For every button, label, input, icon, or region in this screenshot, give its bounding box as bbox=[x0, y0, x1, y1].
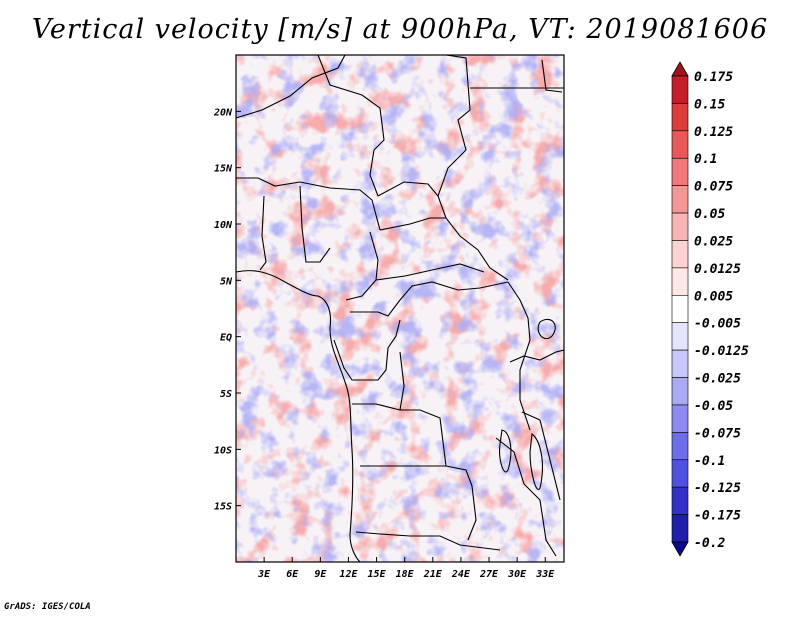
colorbar-label: -0.175 bbox=[694, 509, 741, 524]
colorbar-label: -0.05 bbox=[694, 399, 733, 414]
lon-tick-label: 3E bbox=[257, 569, 271, 580]
lat-tick-label: 20N bbox=[213, 107, 233, 118]
lat-tick-label: 5S bbox=[220, 389, 232, 400]
colorbar-swatch bbox=[671, 185, 689, 214]
lat-tick-label: 10S bbox=[214, 445, 232, 456]
lat-tick-label: EQ bbox=[220, 333, 232, 344]
colorbar-swatch bbox=[671, 404, 689, 433]
lat-tick-label: 15S bbox=[214, 502, 232, 513]
lat-axis-labels: 20N 15N 10N 5N EQ 5S 10S 15S bbox=[213, 107, 233, 512]
colorbar-label: -0.0125 bbox=[694, 344, 749, 359]
lat-tick-label: 15N bbox=[214, 164, 233, 175]
colorbar-max-triangle bbox=[671, 61, 689, 77]
colorbar-label: 0.1 bbox=[694, 152, 717, 167]
colorbar-swatch bbox=[671, 240, 689, 269]
colorbar-swatch bbox=[671, 377, 689, 406]
plot-frame bbox=[235, 54, 565, 563]
tick-marks bbox=[236, 110, 546, 562]
colorbar-label: 0.025 bbox=[694, 234, 733, 249]
colorbar-swatch bbox=[671, 459, 689, 488]
colorbar-min-triangle bbox=[671, 541, 689, 557]
colorbar-label: -0.005 bbox=[694, 317, 741, 332]
colorbar-label: -0.125 bbox=[694, 481, 741, 496]
lon-tick-label: 15E bbox=[368, 569, 387, 580]
credit-text: GrADS: IGES/COLA bbox=[4, 602, 91, 612]
lon-tick-label: 6E bbox=[286, 569, 299, 580]
colorbar-swatch bbox=[671, 349, 689, 378]
lon-tick-label: 30E bbox=[507, 569, 527, 580]
velocity-field bbox=[236, 55, 564, 562]
colorbar-label: -0.025 bbox=[694, 372, 741, 387]
colorbar-label: 0.05 bbox=[694, 207, 725, 222]
colorbar-label: -0.1 bbox=[694, 454, 725, 469]
lat-tick-label: 10N bbox=[214, 220, 233, 231]
colorbar-label: -0.075 bbox=[694, 426, 741, 441]
colorbar-swatch bbox=[671, 322, 689, 351]
lon-axis-labels: 3E 6E 9E 12E 15E 18E 21E 24E 27E 30E 33E bbox=[257, 569, 555, 580]
lon-tick-label: 21E bbox=[423, 569, 443, 580]
colorbar-swatch bbox=[671, 432, 689, 461]
country-borders bbox=[236, 55, 564, 562]
colorbar-swatch bbox=[671, 75, 689, 104]
colorbar-label: 0.15 bbox=[694, 97, 725, 112]
colorbar-swatch bbox=[671, 157, 689, 186]
lon-tick-label: 9E bbox=[314, 569, 327, 580]
colorbar-swatch bbox=[671, 130, 689, 159]
lon-tick-label: 18E bbox=[396, 569, 415, 580]
colorbar-swatch bbox=[671, 294, 689, 324]
colorbar-swatch bbox=[671, 486, 689, 515]
lon-tick-label: 33E bbox=[535, 569, 555, 580]
colorbar-label: 0.175 bbox=[694, 70, 733, 85]
colorbar: 0.175 0.15 0.125 0.1 0.075 0.05 0.025 0.0125 0.0… bbox=[671, 61, 749, 557]
colorbar-swatch bbox=[671, 212, 689, 241]
colorbar-swatch bbox=[671, 514, 689, 543]
colorbar-label: 0.075 bbox=[694, 180, 733, 195]
lon-tick-label: 24E bbox=[451, 569, 471, 580]
colorbar-swatch bbox=[671, 103, 689, 132]
map-title: Vertical velocity [m/s] at 900hPa, VT: 2… bbox=[31, 14, 769, 45]
colorbar-swatch bbox=[671, 267, 689, 296]
colorbar-label: 0.125 bbox=[694, 125, 733, 140]
colorbar-label: -0.2 bbox=[694, 536, 725, 551]
colorbar-label: 0.0125 bbox=[694, 262, 741, 277]
lat-tick-label: 5N bbox=[220, 276, 233, 287]
lon-tick-label: 12E bbox=[339, 569, 358, 580]
lon-tick-label: 27E bbox=[479, 569, 499, 580]
colorbar-label: 0.005 bbox=[694, 289, 733, 304]
